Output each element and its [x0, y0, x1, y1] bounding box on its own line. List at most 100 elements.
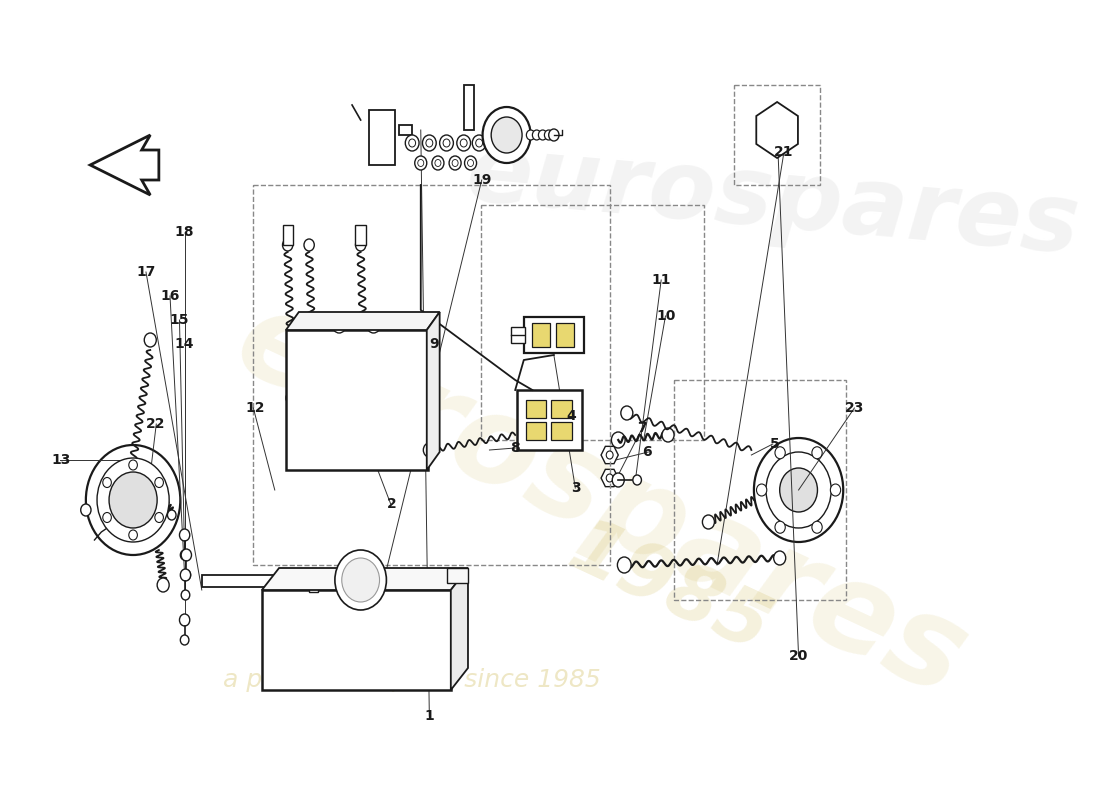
Circle shape [475, 139, 483, 147]
Text: 5: 5 [770, 437, 780, 451]
Bar [551, 400, 572, 418]
Circle shape [617, 557, 631, 573]
Circle shape [483, 107, 530, 163]
Bar [201, 575, 313, 587]
Circle shape [662, 428, 674, 442]
Circle shape [606, 451, 613, 459]
Text: 7: 7 [638, 421, 647, 435]
Text: 19: 19 [472, 173, 492, 187]
Circle shape [180, 635, 189, 645]
Circle shape [613, 473, 625, 487]
Circle shape [304, 239, 315, 251]
Bar [283, 225, 293, 245]
Circle shape [773, 551, 785, 565]
Bar [526, 400, 546, 418]
Circle shape [283, 239, 293, 251]
Text: 13: 13 [52, 453, 72, 467]
Circle shape [754, 438, 844, 542]
Polygon shape [262, 568, 468, 590]
Circle shape [415, 156, 427, 170]
Polygon shape [427, 312, 440, 470]
Bar [399, 125, 412, 135]
Text: 15: 15 [169, 313, 189, 327]
Bar [355, 225, 366, 245]
Circle shape [620, 406, 632, 420]
Bar [368, 315, 378, 327]
Circle shape [286, 391, 298, 405]
Text: 1: 1 [425, 709, 435, 723]
Circle shape [632, 475, 641, 485]
Circle shape [109, 472, 157, 528]
Circle shape [492, 117, 522, 153]
Text: 9: 9 [430, 337, 439, 351]
Text: 10: 10 [657, 309, 675, 323]
Circle shape [359, 391, 371, 405]
Bar [524, 317, 584, 353]
Bar [370, 110, 395, 165]
Circle shape [766, 452, 832, 528]
Bar [517, 390, 582, 450]
Circle shape [97, 458, 169, 542]
Circle shape [532, 130, 541, 140]
Bar [447, 568, 468, 583]
Circle shape [703, 515, 714, 529]
Circle shape [180, 550, 189, 560]
Circle shape [307, 391, 319, 405]
Bar [253, 185, 609, 565]
Circle shape [440, 135, 453, 151]
Circle shape [167, 510, 176, 520]
Circle shape [527, 130, 535, 140]
Circle shape [342, 558, 380, 602]
Text: 3: 3 [571, 481, 581, 495]
Circle shape [769, 120, 785, 140]
Circle shape [612, 432, 625, 448]
Circle shape [332, 317, 346, 333]
Polygon shape [757, 102, 798, 158]
Circle shape [355, 239, 366, 251]
Text: 1985: 1985 [558, 511, 782, 669]
Text: 16: 16 [161, 289, 179, 303]
Text: 6: 6 [642, 445, 652, 459]
Bar [286, 330, 428, 470]
Text: 14: 14 [175, 337, 194, 351]
Circle shape [182, 549, 191, 561]
Circle shape [157, 578, 169, 592]
Circle shape [538, 130, 547, 140]
Text: 17: 17 [136, 265, 156, 279]
Text: 8: 8 [510, 441, 519, 455]
Circle shape [812, 446, 822, 458]
Polygon shape [601, 446, 618, 464]
Bar [551, 422, 572, 440]
Circle shape [424, 443, 436, 457]
Circle shape [144, 333, 156, 347]
Circle shape [129, 460, 138, 470]
Polygon shape [601, 470, 618, 486]
Circle shape [182, 570, 190, 580]
Bar [557, 323, 573, 347]
Circle shape [812, 522, 822, 534]
Polygon shape [451, 568, 468, 690]
Text: 4: 4 [566, 409, 576, 423]
Circle shape [86, 445, 180, 555]
Circle shape [334, 550, 386, 610]
Circle shape [155, 478, 164, 487]
Circle shape [757, 484, 767, 496]
Text: 11: 11 [651, 273, 671, 287]
Circle shape [182, 590, 190, 600]
Bar [334, 315, 344, 327]
Circle shape [102, 478, 111, 487]
Circle shape [464, 156, 476, 170]
Circle shape [472, 135, 486, 151]
Circle shape [179, 614, 190, 626]
Circle shape [776, 522, 785, 534]
Bar [526, 422, 546, 440]
Circle shape [426, 139, 432, 147]
Bar [674, 380, 846, 600]
Circle shape [606, 474, 613, 482]
Circle shape [179, 529, 190, 541]
Bar [532, 323, 550, 347]
Circle shape [422, 135, 437, 151]
Text: 21: 21 [774, 145, 794, 159]
Circle shape [129, 530, 138, 540]
Circle shape [405, 135, 419, 151]
